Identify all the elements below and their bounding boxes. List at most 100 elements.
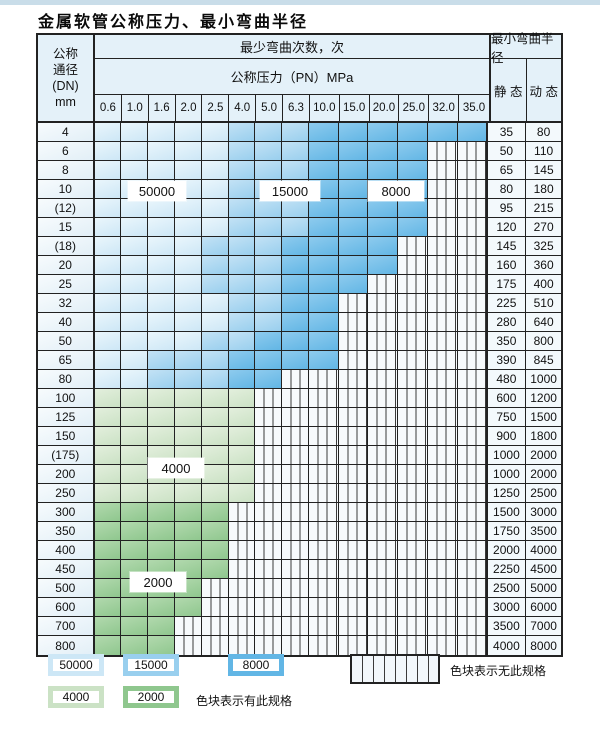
no-spec-cell [428,142,458,161]
no-spec-cell [457,199,488,218]
spec-cell-c50 [174,256,202,275]
spec-cell-c50 [94,275,122,294]
spec-cell-c2 [148,636,175,655]
spec-cell-c50 [94,180,122,199]
pressure-col-header-32.0: 32.0 [429,95,460,121]
spec-cell-c8 [338,123,369,142]
spec-cell-c50 [94,313,122,332]
dn-cell: 15 [38,218,95,237]
spec-cell-c50 [148,142,175,161]
no-spec-cell [428,389,458,408]
no-spec-cell [338,294,369,313]
spec-cell-c50 [201,313,229,332]
no-spec-cell [338,332,369,351]
dn-cell: 8 [38,161,95,180]
legend-swatch-15000: 15000 [123,654,179,676]
no-spec-cell [255,389,283,408]
spec-cell-c50 [148,256,175,275]
spec-cell-c50 [174,313,202,332]
dn-cell: (18) [38,237,95,256]
no-spec-cell [428,427,458,446]
spec-cell-c50 [201,294,229,313]
spec-cell-c15 [228,256,256,275]
spec-cell-c50 [201,123,229,142]
dn-cell: 700 [38,617,95,636]
spec-cell-c4 [94,389,122,408]
pressure-col-header-2.0: 2.0 [176,95,203,121]
no-spec-cell [398,294,428,313]
static-radius-value: 1500 [487,503,527,522]
dn-cell: 800 [38,636,95,655]
table-row-dn-80: 80 480 1000 [38,370,561,389]
no-spec-cell [338,351,369,370]
dn-cell: 450 [38,560,95,579]
spec-cell-c50 [94,123,122,142]
no-spec-cell [457,427,488,446]
table-row-dn-6: 6 50 110 [38,142,561,161]
no-spec-cell [282,579,309,598]
pressure-col-header-15.0: 15.0 [340,95,370,121]
no-spec-cell [308,560,339,579]
nominal-pressure-header: 公称压力（PN）MPa [95,59,489,96]
page-top-band [0,0,600,5]
spec-cell-c4 [121,427,149,446]
spec-cell-c50 [148,161,175,180]
spec-cell-c50 [121,142,149,161]
hose-spec-table: 公称 通径 (DN) mm 最少弯曲次数，次 最小弯曲半径 公称压力（PN）MP… [36,32,563,657]
spec-cell-c50 [94,199,122,218]
no-spec-cell [457,636,488,655]
spec-cell-c2 [148,522,175,541]
no-spec-cell [368,332,399,351]
spec-cell-c2 [121,541,149,560]
dynamic-radius-value: 1800 [526,427,561,446]
no-spec-cell [228,598,256,617]
table-row-dn-10: 10 80 180 [38,180,561,199]
spec-cell-c8 [308,161,339,180]
no-spec-cell [368,408,399,427]
no-spec-cell [368,636,399,655]
no-spec-cell [338,617,369,636]
spec-cell-c8 [457,123,488,142]
spec-cell-c4 [121,484,149,503]
no-spec-cell [368,389,399,408]
spec-cell-c4 [174,427,202,446]
spec-cell-c8 [368,142,399,161]
table-row-dn-125: 125 750 1500 [38,408,561,427]
no-spec-cell [457,256,488,275]
spec-cell-c8 [398,123,428,142]
spec-cell-c2 [121,617,149,636]
spec-cell-c4 [121,465,149,484]
spec-cell-c8 [282,275,309,294]
static-radius-value: 2500 [487,579,527,598]
no-spec-cell [398,332,428,351]
spec-cell-c2 [121,598,149,617]
spec-cell-c2 [148,503,175,522]
spec-cell-c2 [121,636,149,655]
spec-cell-c50 [121,351,149,370]
spec-cell-c15 [228,275,256,294]
no-spec-cell [457,351,488,370]
no-spec-cell [398,275,428,294]
pressure-header-block: 公称压力（PN）MPa 0.6 1.0 1.6 2.0 2.5 4.0 5.0 6.3 10.0… [95,59,491,121]
no-spec-cell [368,522,399,541]
no-spec-cell [338,522,369,541]
dynamic-radius-value: 2000 [526,465,561,484]
static-radius-value: 65 [487,161,527,180]
spec-cell-c50 [94,237,122,256]
table-row-dn-(18): (18) 145 325 [38,237,561,256]
spec-cell-c4 [121,446,149,465]
no-spec-cell [255,484,283,503]
no-spec-cell [398,541,428,560]
static-radius-value: 1000 [487,465,527,484]
no-spec-cell [398,370,428,389]
dn-cell: 50 [38,332,95,351]
spec-cell-c4 [174,484,202,503]
no-spec-cell [457,161,488,180]
spec-cell-c4 [201,446,229,465]
no-spec-cell [428,522,458,541]
no-spec-cell [428,579,458,598]
spec-cell-c4 [121,408,149,427]
no-spec-cell [457,237,488,256]
dn-cell: 40 [38,313,95,332]
dynamic-header: 动 态 [529,84,558,99]
